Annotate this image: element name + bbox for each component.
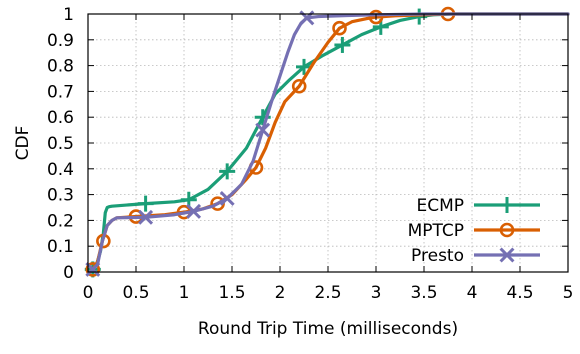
data-point-ecmp: [334, 36, 351, 53]
legend-marker-ecmp: [499, 197, 515, 213]
y-axis-label: CDF: [13, 126, 33, 161]
series-layer: [84, 6, 570, 278]
y-tick-label: 0.5: [47, 134, 74, 154]
y-tick-label: 0.1: [47, 237, 74, 257]
y-tick-label: 1: [63, 5, 74, 25]
x-axis-label: Round Trip Time (milliseconds): [198, 319, 458, 339]
x-tick-label: 2.5: [314, 283, 341, 303]
data-point-mptcp: [85, 262, 101, 277]
tick-layer: 0 0.5 1 1.5 2 2.5 3 3.5 4 4.5 5 0 0.1 0.2 0.3 0.4 0.5 0.6…: [47, 5, 573, 303]
y-tick-label: 0.3: [47, 186, 74, 206]
data-point-mptcp: [368, 9, 384, 25]
x-tick-label: 4: [467, 283, 478, 303]
data-point-mptcp: [332, 20, 347, 36]
series-line-presto: [88, 12, 570, 274]
legend-label-ecmp: ECMP: [416, 196, 464, 216]
x-tick-label: 0: [83, 283, 94, 303]
data-point-presto: [255, 122, 271, 138]
x-tick-label: 0.5: [122, 283, 149, 303]
data-point-presto: [138, 209, 154, 225]
x-tick-label: 3: [371, 283, 382, 303]
data-point-presto: [186, 203, 202, 219]
x-tick-label: 1: [179, 283, 190, 303]
y-tick-label: 0.6: [47, 108, 74, 128]
x-tick-label: 1.5: [218, 283, 245, 303]
y-tick-label: 0.8: [47, 57, 74, 77]
legend: ECMP MPTCP Presto: [408, 196, 540, 266]
data-point-ecmp: [137, 195, 154, 212]
data-point-ecmp: [219, 163, 236, 180]
x-tick-label: 3.5: [410, 283, 437, 303]
legend-item-presto: Presto: [411, 246, 540, 266]
y-tick-label: 0.7: [47, 82, 74, 102]
y-tick-label: 0.2: [47, 211, 74, 231]
series-presto: [85, 10, 570, 277]
legend-label-presto: Presto: [411, 246, 464, 266]
legend-marker-mptcp: [499, 222, 515, 238]
y-tick-label: 0.4: [47, 160, 74, 180]
y-tick-label: 0: [63, 263, 74, 283]
data-point-mptcp: [291, 78, 307, 94]
legend-label-mptcp: MPTCP: [408, 221, 464, 241]
x-tick-label: 2: [275, 283, 286, 303]
data-point-presto: [219, 191, 235, 206]
x-tick-label: 4.5: [506, 283, 533, 303]
x-tick-label: 5: [563, 283, 574, 303]
legend-item-ecmp: ECMP: [416, 196, 540, 216]
legend-item-mptcp: MPTCP: [408, 221, 540, 241]
legend-marker-presto: [499, 247, 515, 263]
grid-lines: [88, 14, 568, 272]
series-mptcp: [85, 6, 570, 277]
y-tick-label: 0.9: [47, 31, 74, 51]
